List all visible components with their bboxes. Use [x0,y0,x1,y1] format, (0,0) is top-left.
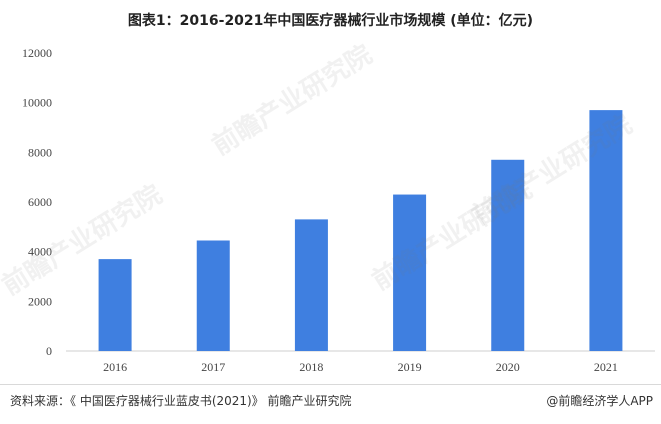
x-axis-labels: 2016 2017 2018 2019 2020 2021 [103,360,618,374]
y-tick-label: 4000 [28,245,52,259]
x-tick-label: 2019 [398,360,422,374]
y-axis-labels: 0 2000 4000 6000 8000 10000 12000 [22,46,52,358]
bar-2019 [393,194,427,351]
x-tick-label: 2017 [201,360,225,374]
y-tick-label: 2000 [28,294,52,308]
x-tick-label: 2018 [299,360,323,374]
chart-title: 图表1：2016-2021年中国医疗器械行业市场规模 (单位：亿元) [127,13,534,29]
source-note: 资料来源：《 中国医疗器械行业蓝皮书(2021)》 前瞻产业研究院 [10,394,352,408]
x-tick-label: 2021 [594,360,618,374]
bar-2021 [589,110,623,351]
x-tick-label: 2020 [496,360,520,374]
bars [98,110,623,351]
y-tick-label: 12000 [22,46,52,60]
bar-2017 [196,240,230,351]
y-tick-label: 10000 [22,96,52,110]
y-tick-label: 0 [46,344,52,358]
bar-2020 [491,159,525,351]
bar-2018 [294,219,328,351]
brand-label: @前瞻经济学人APP [546,394,653,408]
x-tick-label: 2016 [103,360,127,374]
y-tick-label: 8000 [28,145,52,159]
bar-2016 [98,259,132,351]
y-tick-label: 6000 [28,195,52,209]
footer-divider [0,384,661,385]
